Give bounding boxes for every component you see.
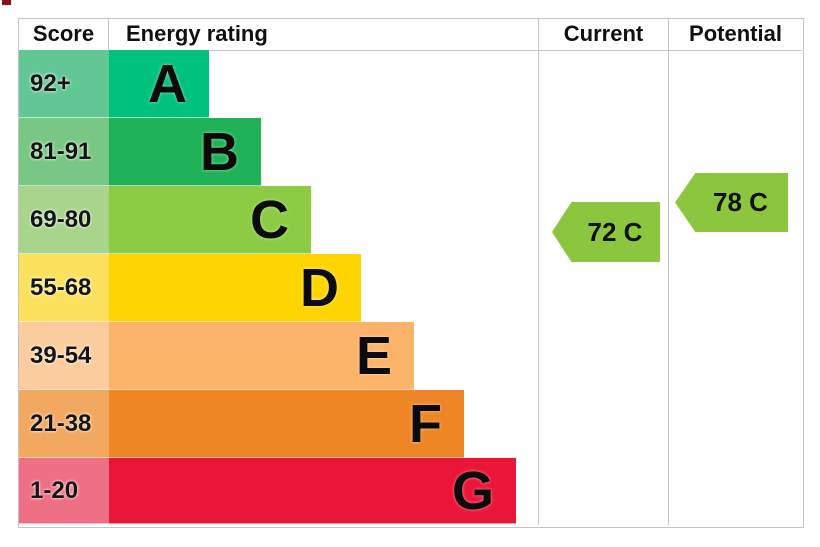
band-row-a: 92+ A: [19, 50, 802, 118]
potential-rating-arrow: 78 C: [675, 173, 788, 232]
score-cell: 21-38: [19, 390, 109, 458]
header-divider: [19, 50, 802, 51]
rating-bar: G: [109, 458, 516, 524]
potential-column-divider: [668, 19, 669, 525]
rating-bar: C: [109, 186, 311, 254]
band-row-d: 55-68 D: [19, 254, 802, 322]
score-cell: 1-20: [19, 458, 109, 524]
energy-rating-column-header: Energy rating: [126, 21, 268, 46]
score-column-divider: [108, 19, 109, 50]
rating-bar: E: [109, 322, 414, 390]
band-row-c: 69-80 C: [19, 186, 802, 254]
score-cell: 39-54: [19, 322, 109, 390]
band-row-g: 1-20 G: [19, 458, 802, 524]
rating-bar: B: [109, 118, 261, 186]
band-row-b: 81-91 B: [19, 118, 802, 186]
rating-bar: A: [109, 50, 209, 118]
score-cell: 92+: [19, 50, 109, 118]
score-column-header: Score: [32, 21, 95, 46]
corner-artifact: [2, 0, 11, 5]
score-cell: 81-91: [19, 118, 109, 186]
current-column-header: Current: [563, 21, 644, 46]
epc-energy-rating-chart: Score Energy rating Current Potential 92…: [18, 18, 804, 528]
current-rating-arrow: 72 C: [552, 202, 660, 262]
band-row-e: 39-54 E: [19, 322, 802, 390]
current-column-divider: [538, 19, 539, 525]
rating-bar: D: [109, 254, 361, 322]
band-row-f: 21-38 F: [19, 390, 802, 458]
score-cell: 55-68: [19, 254, 109, 322]
potential-column-header: Potential: [689, 21, 782, 46]
rating-bar: F: [109, 390, 464, 458]
score-cell: 69-80: [19, 186, 109, 254]
